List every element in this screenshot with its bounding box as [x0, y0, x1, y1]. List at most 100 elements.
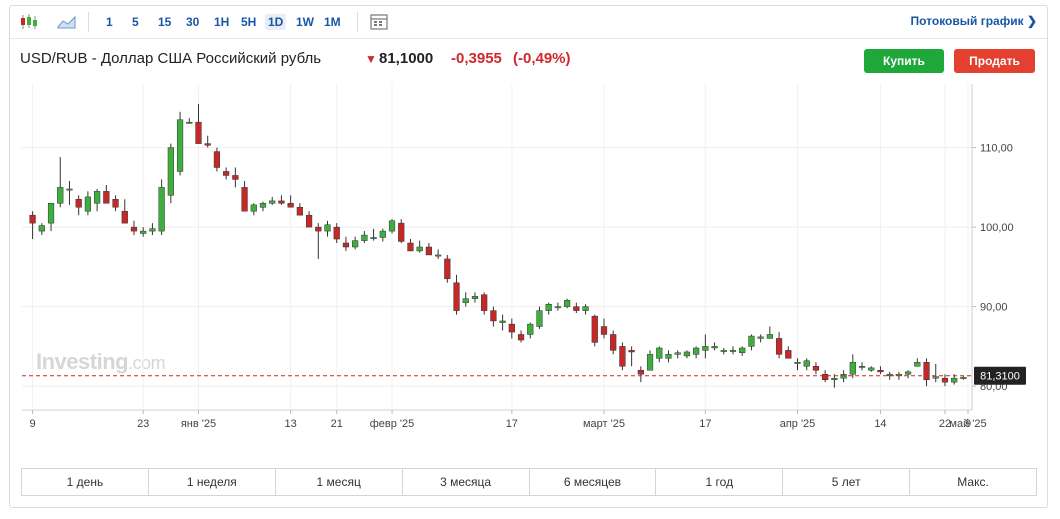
x-tick-label: февр '25 [370, 418, 415, 430]
candle-body [103, 191, 110, 204]
candle-body [176, 119, 184, 172]
candle-body [158, 187, 165, 232]
x-tick-label: 13 [285, 418, 297, 430]
timeframe-30[interactable]: 30 [186, 15, 200, 29]
candle-body [112, 199, 119, 208]
candle-body [564, 300, 571, 307]
candle-body [785, 350, 792, 359]
candle-body [508, 323, 515, 333]
sell-button[interactable]: Продать [954, 49, 1035, 73]
candle-body [628, 350, 635, 353]
y-tick-label: 100,00 [980, 222, 1014, 234]
timeframe-1[interactable]: 1 [106, 15, 113, 29]
last-price: 81,1000 [379, 50, 434, 67]
candle-body [232, 175, 239, 180]
candle-body [941, 377, 949, 383]
candle-body [711, 346, 718, 349]
candle-body [296, 206, 303, 216]
candle-body [904, 371, 912, 375]
candle-body [481, 294, 488, 311]
timeframe-1h[interactable]: 1H [214, 15, 230, 29]
price-change-percent: (-0,49%) [513, 50, 571, 67]
down-arrow-icon: ▼ [365, 52, 377, 66]
candle-body [591, 315, 598, 343]
price-change: -0,3955 [451, 50, 502, 67]
candle-body [75, 199, 82, 208]
timeframe-1m[interactable]: 1M [324, 15, 341, 29]
candle-body [868, 367, 875, 371]
candle-body [213, 151, 221, 168]
candle-body [766, 334, 773, 339]
candle-body [646, 354, 654, 371]
range-max[interactable]: Макс. [957, 475, 989, 489]
candle-body [748, 335, 755, 347]
buy-button[interactable]: Купить [864, 49, 944, 73]
range-1-year[interactable]: 1 год [656, 469, 784, 495]
candle-body [656, 347, 663, 359]
range-1-week[interactable]: 1 неделя [149, 469, 276, 495]
candlestick-icon[interactable] [18, 12, 40, 32]
candle-body [398, 222, 405, 242]
candle-body [38, 225, 45, 232]
instrument-header: USD/RUB - Доллар США Российский рубль ▼ … [10, 44, 1047, 80]
timeframe-15[interactable]: 15 [158, 15, 172, 29]
range-6-months[interactable]: 6 месяцев [530, 469, 657, 495]
candle-body [831, 377, 838, 381]
candle-body [149, 228, 156, 232]
range-3-months[interactable]: 3 месяца [403, 469, 530, 495]
range-5-years[interactable]: 5 лет [783, 469, 911, 495]
candle-body [241, 187, 248, 212]
candle-body [140, 230, 147, 234]
candle-body [527, 323, 534, 335]
candle-body [757, 336, 764, 339]
candle-body [29, 214, 36, 224]
candle-body [471, 296, 479, 299]
timeframe-1d[interactable]: 1D [265, 14, 287, 30]
chevron-right-icon: ❯ [1026, 14, 1037, 28]
candle-body [554, 306, 562, 309]
candle-body [582, 306, 589, 311]
candle-body [204, 143, 211, 146]
candle-body [637, 369, 644, 375]
x-tick-label: 17 [506, 418, 518, 430]
area-chart-icon[interactable] [56, 12, 78, 32]
current-price-badge [974, 366, 1026, 385]
x-tick-label: 9 [30, 418, 36, 430]
candle-body [361, 234, 368, 241]
candle-body [536, 310, 543, 327]
candle-body [94, 191, 101, 204]
range-1-day[interactable]: 1 день [22, 469, 149, 495]
current-price-label: 81,3100 [980, 371, 1020, 383]
timeframe-5[interactable]: 5 [132, 15, 139, 29]
candle-body [960, 377, 967, 379]
candle-body [462, 298, 469, 303]
candle-body [693, 347, 700, 355]
timeframe-5h[interactable]: 5H [241, 15, 257, 29]
candle-body [517, 334, 525, 341]
calendar-icon[interactable] [368, 12, 390, 32]
x-tick-label: 14 [874, 418, 886, 430]
y-tick-label: 90,00 [980, 302, 1008, 314]
x-tick-label: 17 [699, 418, 711, 430]
candle-body [333, 226, 340, 240]
candle-body [47, 203, 55, 224]
candle-body [665, 354, 672, 359]
candle-body [250, 204, 257, 212]
candle-body [342, 242, 350, 248]
candle-body [490, 310, 497, 322]
candle-body [269, 200, 276, 204]
range-1-month[interactable]: 1 месяц [276, 469, 403, 495]
x-tick-label: 21 [331, 418, 343, 430]
candle-body [849, 362, 856, 375]
candle-body [739, 347, 746, 354]
candle-body [186, 121, 193, 124]
candle-body [951, 377, 958, 383]
timeframe-1w[interactable]: 1W [296, 15, 314, 29]
candle-body [674, 352, 681, 355]
x-tick-label: март '25 [583, 418, 625, 430]
instrument-title: USD/RUB - Доллар США Российский рубль [20, 50, 322, 67]
investing-logo: Investing.com [36, 349, 166, 374]
toolbar-divider [88, 12, 89, 32]
streaming-chart-link[interactable]: Потоковый график ❯ [910, 14, 1037, 28]
